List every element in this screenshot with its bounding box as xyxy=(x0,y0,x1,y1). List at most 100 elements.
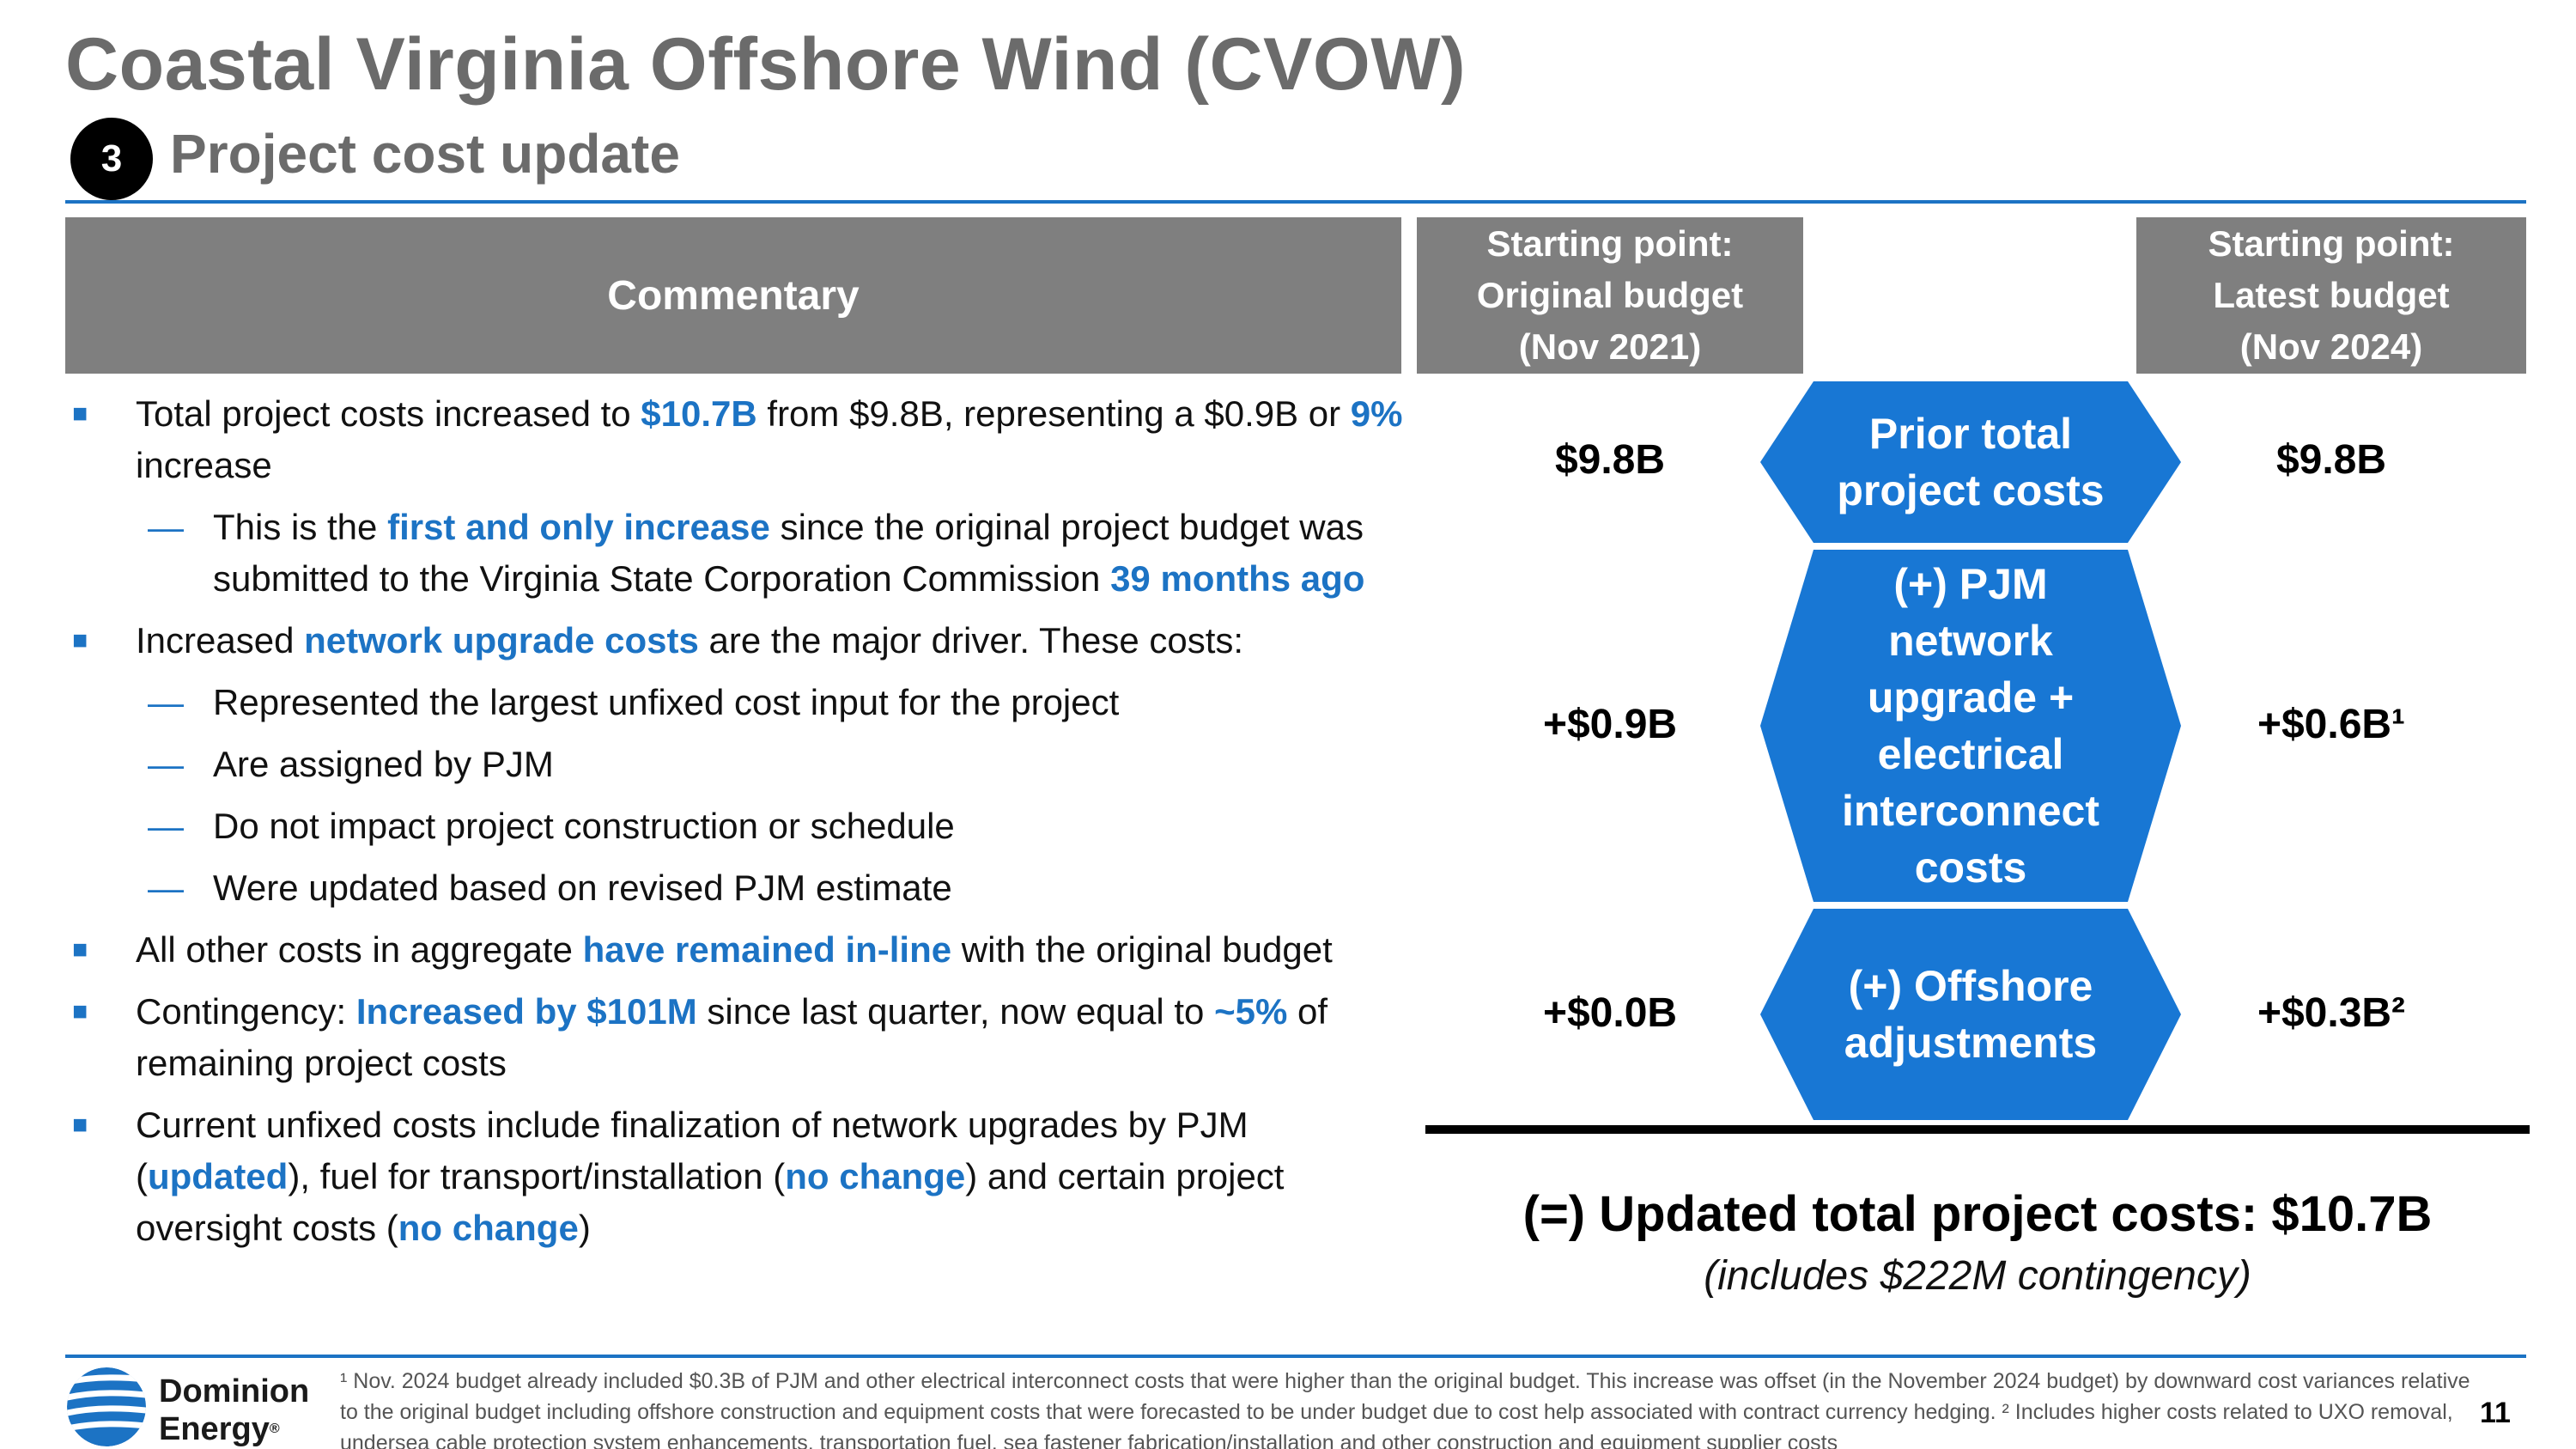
body-text: ) xyxy=(578,1208,591,1248)
body-text: since last quarter, now equal to xyxy=(696,991,1215,1032)
box-label-line: adjustments xyxy=(1844,1019,2098,1067)
commentary-list: ■ Total project costs increased to $10.7B… xyxy=(65,378,1413,1254)
commentary-header: Commentary xyxy=(65,217,1401,374)
original-budget-header: Starting point: Original budget (Nov 202… xyxy=(1417,217,1803,374)
body-text: Represented the largest unfixed cost inp… xyxy=(213,682,1120,722)
registered-mark: ® xyxy=(269,1422,280,1436)
body-text: Do not impact project construction or sc… xyxy=(213,806,955,846)
square-bullet-icon: ■ xyxy=(72,997,88,1026)
box-label-line: (+) PJM xyxy=(1893,560,2048,608)
highlight-text: first and only increase xyxy=(387,507,770,547)
square-bullet-icon: ■ xyxy=(72,399,88,428)
logo-line: Energy® xyxy=(159,1411,280,1447)
bullet-item: ■ Increased network upgrade costs are the… xyxy=(65,615,1413,667)
highlight-text: updated xyxy=(148,1156,289,1196)
body-text: Contingency: xyxy=(136,991,356,1032)
dash-bullet-icon: — xyxy=(148,868,184,908)
body-text: since the original project budget was su… xyxy=(213,507,1364,599)
original-header-line: (Nov 2021) xyxy=(1518,326,1702,367)
body-text: with the original budget xyxy=(951,929,1333,970)
bullet-item: ■ Contingency: Increased by $101M since l… xyxy=(65,986,1413,1089)
square-bullet-icon: ■ xyxy=(72,935,88,964)
highlight-text: ~5% xyxy=(1214,991,1288,1032)
dash-bullet-icon: — xyxy=(148,806,184,846)
latest-budget-header: Starting point: Latest budget (Nov 2024) xyxy=(2136,217,2526,374)
sub-bullet-item: — Represented the largest unfixed cost in… xyxy=(65,677,1413,728)
bullet-item: ■ Total project costs increased to $10.7B… xyxy=(65,388,1413,491)
left-arrow-icon xyxy=(1760,909,1814,1120)
body-text: This is the xyxy=(213,507,388,547)
dash-bullet-icon: — xyxy=(148,507,184,547)
updated-total: (=) Updated total project costs: $10.7B xyxy=(1522,1186,2433,1242)
body-text: Current unfixed costs include finalizati… xyxy=(136,1105,1249,1196)
body-text: are the major driver. These costs: xyxy=(698,620,1244,661)
box-label-line: interconnect xyxy=(1841,787,2100,835)
pjm-network-box: (+) PJM network upgrade + electrical int… xyxy=(1814,550,2128,902)
company-logo-text: Dominion Energy® xyxy=(159,1373,309,1448)
highlight-text: Increased by $101M xyxy=(355,991,697,1032)
highlight-text: network upgrade costs xyxy=(304,620,699,661)
highlight-text: no change xyxy=(785,1156,966,1196)
body-text: Were updated based on revised PJM estima… xyxy=(213,868,952,908)
box-label-line: Prior total xyxy=(1868,410,2073,458)
highlight-text: no change xyxy=(398,1208,579,1248)
latest-pjm-value: +$0.6B¹ xyxy=(2257,702,2406,747)
body-text: Are assigned by PJM xyxy=(213,744,554,784)
body-text: of remaining project costs xyxy=(136,991,1328,1083)
sub-bullet-item: — Do not impact project construction or s… xyxy=(65,801,1413,852)
original-pjm-value: +$0.9B xyxy=(1542,702,1678,747)
offshore-adjustments-box: (+) Offshore adjustments xyxy=(1814,909,2128,1120)
bullet-item: ■ All other costs in aggregate have remai… xyxy=(65,924,1413,976)
page-number: 11 xyxy=(2480,1397,2511,1429)
body-text: from $9.8B, representing a $0.9B or xyxy=(756,393,1351,434)
body-text: ), fuel for transport/installation ( xyxy=(288,1156,786,1196)
highlight-text: have remained in-line xyxy=(582,929,952,970)
latest-header-line: Starting point: xyxy=(2208,223,2455,264)
latest-prior-total-value: $9.8B xyxy=(2275,437,2387,483)
sub-bullet-item: — Were updated based on revised PJM estim… xyxy=(65,862,1413,914)
right-arrow-icon xyxy=(2128,381,2181,543)
section-number-badge: 3 xyxy=(70,118,153,200)
square-bullet-icon: ■ xyxy=(72,1111,88,1139)
latest-offshore-value: +$0.3B² xyxy=(2257,990,2406,1036)
box-label-line: electrical xyxy=(1877,730,2064,778)
contingency-note: (includes $222M contingency) xyxy=(1704,1253,2251,1299)
square-bullet-icon: ■ xyxy=(72,626,88,654)
dash-bullet-icon: — xyxy=(148,682,184,722)
original-header-line: Starting point: xyxy=(1486,223,1734,264)
right-arrow-icon xyxy=(2128,550,2181,902)
original-prior-total-value: $9.8B xyxy=(1554,437,1666,483)
footnote: ¹ Nov. 2024 budget already included $0.3… xyxy=(340,1369,2470,1449)
total-divider xyxy=(1425,1125,2530,1134)
box-label-line: network xyxy=(1888,617,2053,665)
title-divider xyxy=(65,200,2526,204)
body-text: ) and certain project oversight costs ( xyxy=(136,1156,1285,1248)
original-header-line: Original budget xyxy=(1476,275,1744,315)
body-text: All other costs in aggregate xyxy=(136,929,583,970)
box-label-line: (+) Offshore xyxy=(1848,962,2093,1010)
highlight-text: $10.7B xyxy=(641,393,757,434)
left-arrow-icon xyxy=(1760,550,1814,902)
body-text: increase xyxy=(136,445,272,485)
left-arrow-icon xyxy=(1760,381,1814,543)
highlight-text: 9% xyxy=(1350,393,1403,434)
dominion-energy-logo-icon xyxy=(67,1367,146,1446)
prior-total-box: Prior total project costs xyxy=(1814,381,2128,543)
right-arrow-icon xyxy=(2128,909,2181,1120)
sub-bullet-item: — This is the first and only increase sin… xyxy=(65,502,1413,605)
original-offshore-value: +$0.0B xyxy=(1542,990,1678,1036)
latest-header-line: (Nov 2024) xyxy=(2239,326,2423,367)
page-title: Coastal Virginia Offshore Wind (CVOW) xyxy=(65,23,1467,106)
box-label-line: costs xyxy=(1914,843,2027,892)
page-subtitle: Project cost update xyxy=(170,123,680,185)
body-text: Total project costs increased to xyxy=(136,393,641,434)
box-label-line: upgrade + xyxy=(1867,673,2075,721)
dash-bullet-icon: — xyxy=(148,744,184,784)
body-text: Increased xyxy=(136,620,305,661)
box-label-line: project costs xyxy=(1837,466,2105,514)
latest-header-line: Latest budget xyxy=(2213,275,2450,315)
footer-divider xyxy=(65,1355,2526,1358)
logo-line: Dominion xyxy=(159,1373,310,1409)
sub-bullet-item: — Are assigned by PJM xyxy=(65,739,1413,790)
bullet-item: ■ Current unfixed costs include finalizat… xyxy=(65,1099,1413,1254)
